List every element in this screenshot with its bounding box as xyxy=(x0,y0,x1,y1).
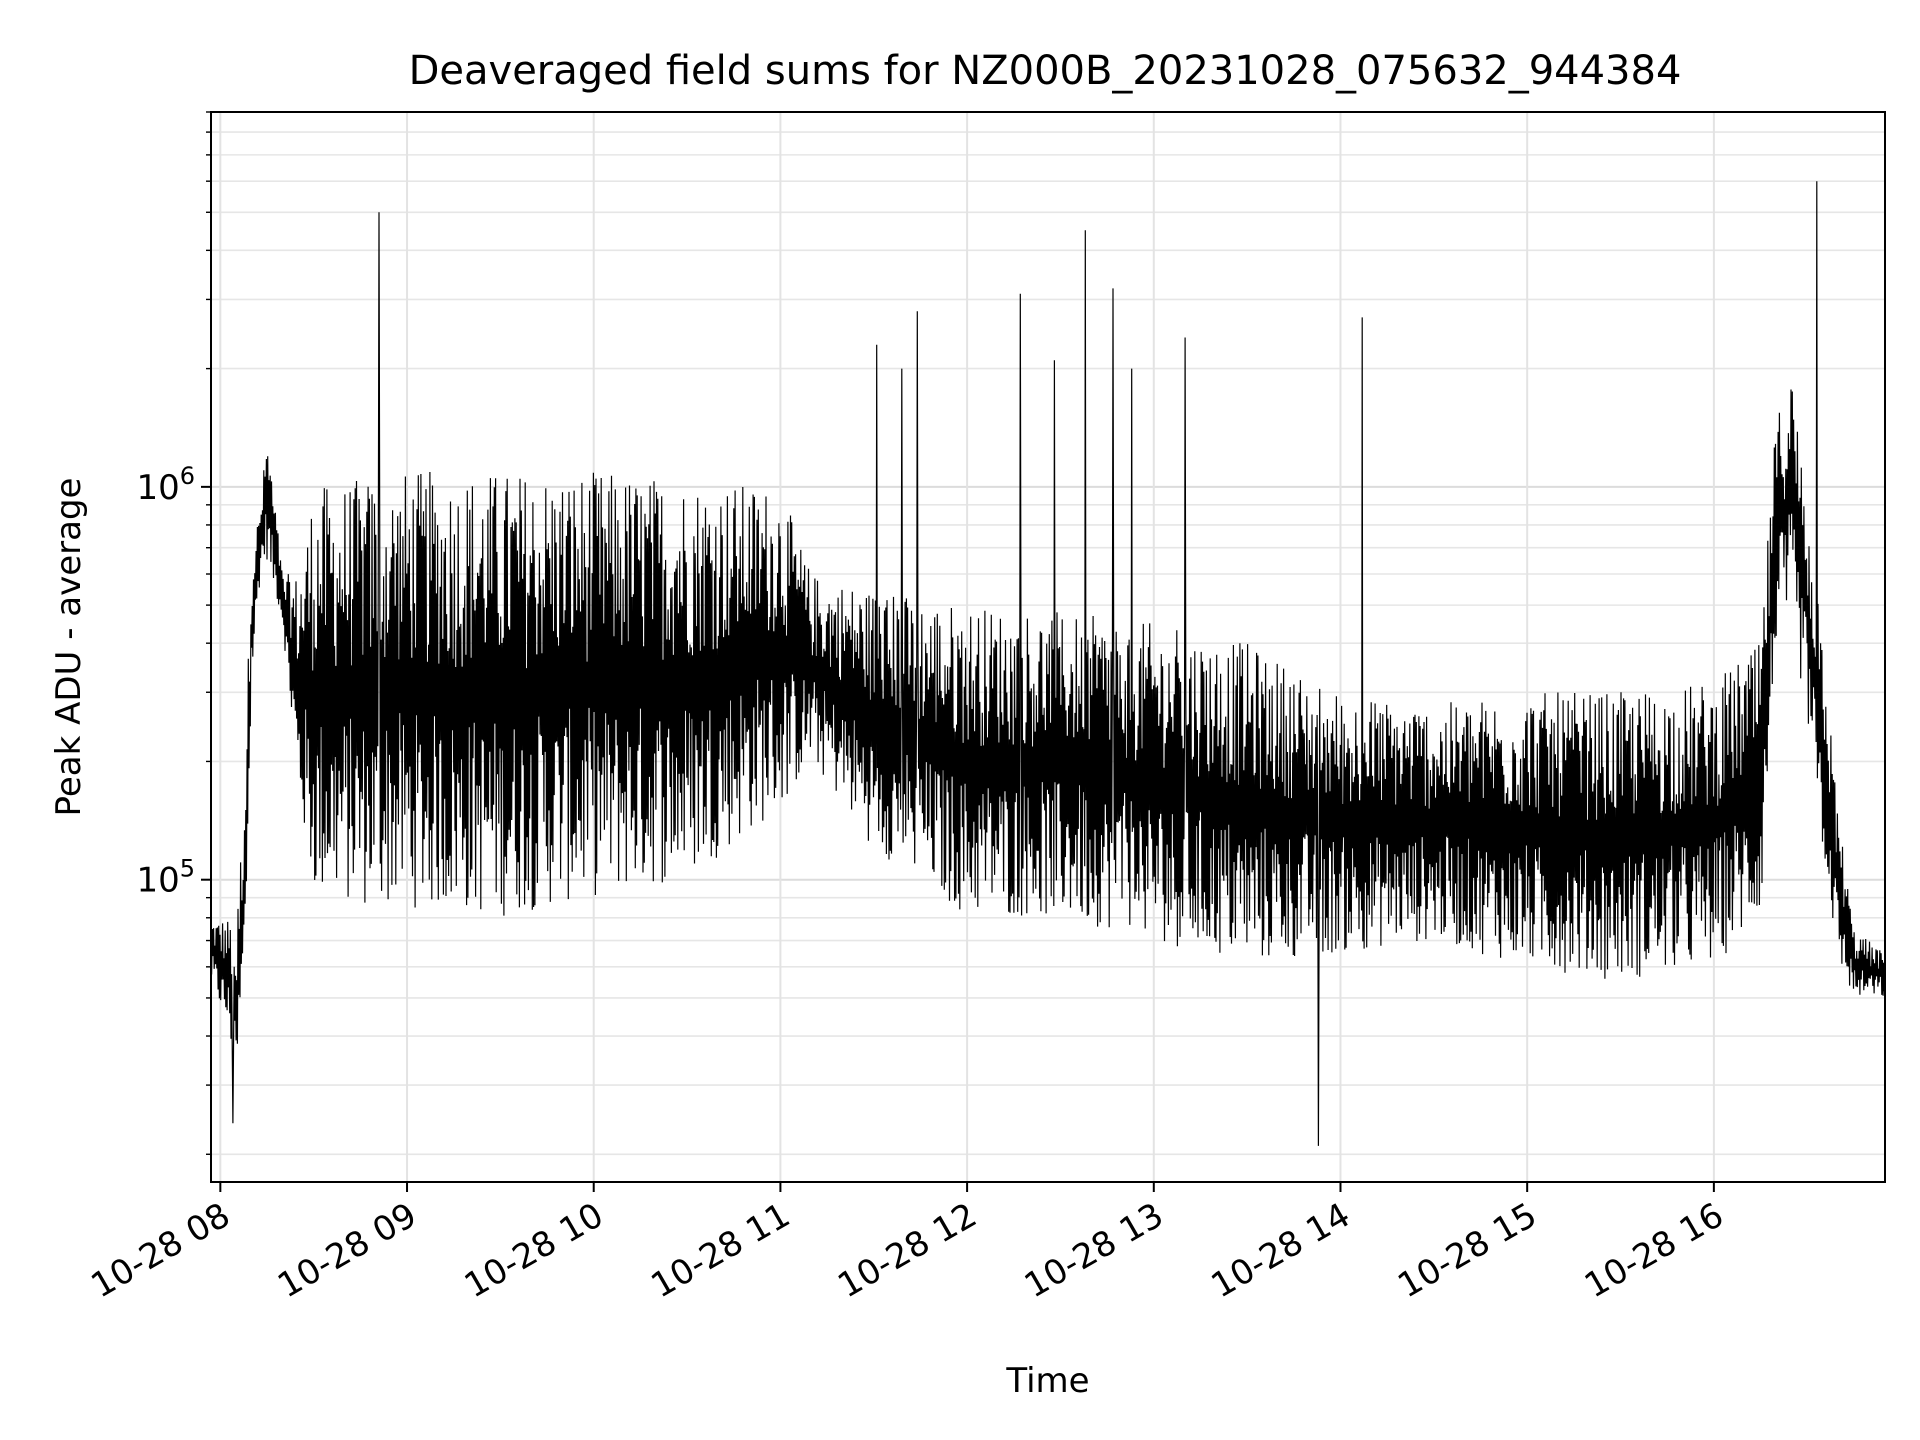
y-tick-label: 106 xyxy=(136,462,195,508)
x-tick-label: 10-28 09 xyxy=(271,1195,423,1306)
x-tick-label: 10-28 12 xyxy=(831,1195,983,1306)
x-tick-label: 10-28 15 xyxy=(1391,1195,1543,1306)
y-axis-label: Peak ADU - average xyxy=(49,478,89,817)
chart-title: Deaveraged field sums for NZ000B_2023102… xyxy=(409,48,1682,94)
x-tick-label: 10-28 16 xyxy=(1578,1195,1730,1306)
series-peak-adu xyxy=(210,181,1886,1146)
y-tick-label: 105 xyxy=(136,855,195,901)
x-tick-label: 10-28 10 xyxy=(458,1195,610,1306)
x-tick-label: 10-28 14 xyxy=(1205,1195,1357,1306)
x-axis: 10-28 08 10-28 09 10-28 10 10-28 11 10-28 12… xyxy=(84,1182,1730,1306)
x-tick-label: 10-28 11 xyxy=(645,1195,797,1306)
series-line xyxy=(210,181,1886,1146)
plot-frame xyxy=(210,111,1886,1183)
x-tick-label: 10-28 13 xyxy=(1018,1195,1170,1306)
grid xyxy=(211,111,1885,1182)
x-tick-label: 10-28 08 xyxy=(84,1195,236,1306)
x-axis-label: Time xyxy=(1005,1361,1089,1401)
y-axis: 105 106 xyxy=(136,111,211,1155)
